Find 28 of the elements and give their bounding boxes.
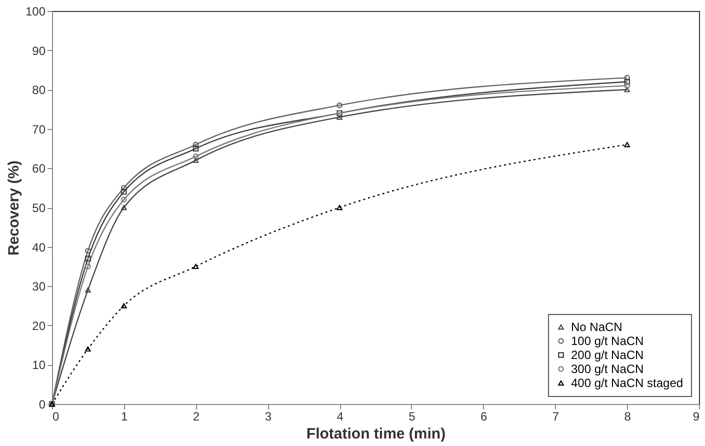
- y-axis-title: Recovery (%): [5, 160, 22, 256]
- x-tick-label: 2: [192, 410, 200, 424]
- y-tick-label: 60: [32, 162, 46, 176]
- legend-label: 100 g/t NaCN: [571, 334, 644, 348]
- x-tick-label: 1: [121, 410, 128, 424]
- legend-label: 200 g/t NaCN: [571, 348, 644, 362]
- y-tick-label: 20: [32, 318, 46, 333]
- x-axis-title: Flotation time (min): [306, 426, 446, 442]
- legend-label: No NaCN: [571, 320, 622, 334]
- x-tick-label: 9: [692, 410, 700, 424]
- y-tick-label: 100: [25, 4, 46, 18]
- x-tick-label: 7: [552, 410, 560, 424]
- x-tick-label: 8: [624, 410, 632, 424]
- y-tick-label: 70: [32, 122, 46, 136]
- x-tick-label: 5: [408, 410, 416, 424]
- x-tick-label: 3: [264, 410, 272, 424]
- legend-label: 300 g/t NaCN: [571, 362, 644, 376]
- y-tick-label: 40: [32, 240, 46, 254]
- x-tick-label: 6: [480, 410, 488, 424]
- y-tick-label: 10: [32, 358, 46, 372]
- x-tick-label: 0: [52, 410, 60, 424]
- y-tick-label: 90: [32, 44, 46, 58]
- y-tick-label: 50: [32, 201, 46, 215]
- y-tick-label: 80: [32, 83, 46, 98]
- y-tick-label: 0: [38, 398, 46, 412]
- legend-label: 400 g/t NaCN staged: [571, 376, 684, 390]
- x-tick-label: 4: [336, 410, 344, 424]
- y-tick-label: 30: [32, 280, 46, 294]
